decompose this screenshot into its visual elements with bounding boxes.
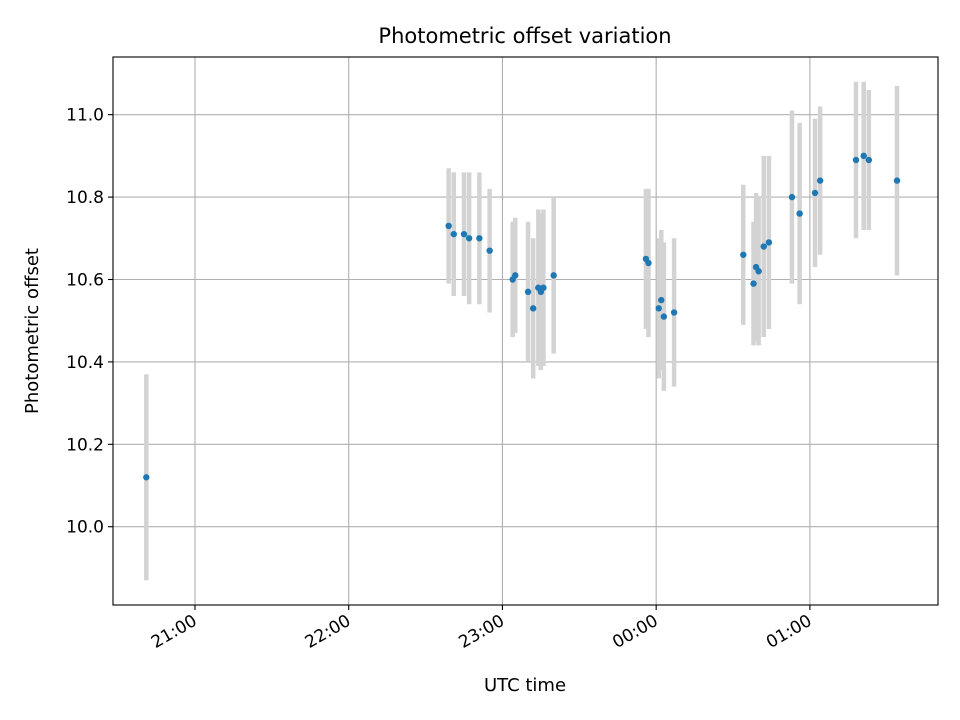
axes-frame: [112, 56, 939, 606]
chart-title: Photometric offset variation: [378, 24, 671, 48]
data-point: [486, 247, 493, 254]
data-point: [811, 189, 819, 197]
data-point: [760, 243, 767, 250]
y-tick-label: 10.8: [66, 188, 104, 208]
data-point: [524, 288, 532, 296]
data-point: [893, 177, 901, 184]
y-tick-label: 10.4: [66, 353, 104, 373]
data-point: [852, 156, 860, 164]
data-point: [788, 193, 796, 201]
data-point: [860, 152, 867, 160]
data-point: [655, 305, 662, 312]
y-tick-label: 10.6: [66, 270, 104, 290]
y-axis-label: Photometric offset: [22, 248, 43, 414]
data-point: [765, 239, 773, 246]
data-point: [658, 296, 665, 304]
data-point: [670, 309, 678, 316]
y-axis-ticks: 10.0 10.2 10.4 10.6 10.8 11.0: [66, 106, 113, 538]
data-point: [755, 268, 762, 275]
marker-layer: [143, 152, 901, 481]
data-point: [465, 235, 473, 242]
data-point: [750, 280, 757, 287]
data-point: [143, 474, 150, 481]
y-tick-label: 11.0: [66, 106, 104, 126]
data-point: [816, 177, 824, 184]
data-point: [476, 235, 483, 242]
data-point: [796, 210, 803, 217]
data-point: [445, 222, 452, 230]
data-point: [550, 272, 557, 279]
data-point: [529, 305, 537, 312]
data-point: [645, 259, 652, 267]
data-point: [460, 230, 468, 238]
y-tick-label: 10.2: [66, 435, 104, 455]
data-point: [865, 156, 873, 164]
x-axis-label: UTC time: [484, 675, 566, 696]
data-point: [660, 313, 668, 320]
data-point: [450, 230, 457, 238]
data-point: [512, 272, 519, 279]
data-point: [540, 284, 547, 291]
y-tick-label: 10.0: [66, 518, 104, 538]
data-point: [740, 251, 747, 258]
